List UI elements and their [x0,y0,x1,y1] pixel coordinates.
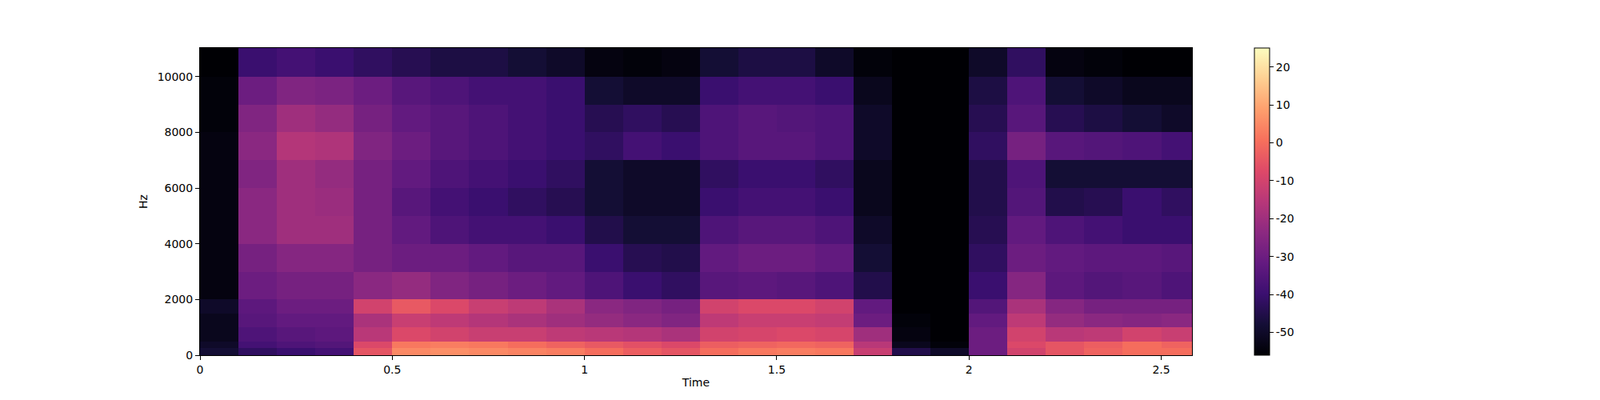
svg-text:2: 2 [965,363,973,376]
svg-text:1.5: 1.5 [768,363,786,376]
svg-text:6000: 6000 [164,181,194,195]
svg-text:0: 0 [1276,136,1284,149]
svg-text:10: 10 [1276,98,1291,112]
svg-text:8000: 8000 [164,125,194,139]
svg-text:-40: -40 [1276,288,1295,301]
svg-text:10000: 10000 [157,70,194,84]
svg-text:20: 20 [1276,60,1291,74]
svg-text:-10: -10 [1276,174,1295,188]
svg-text:2.5: 2.5 [1152,363,1170,376]
svg-text:0: 0 [185,348,193,362]
svg-text:-50: -50 [1276,325,1295,339]
svg-text:2000: 2000 [164,292,194,306]
svg-text:0.5: 0.5 [383,363,401,376]
svg-text:Time: Time [681,376,710,389]
svg-text:4000: 4000 [164,237,194,251]
svg-text:-20: -20 [1276,212,1295,225]
svg-text:-30: -30 [1276,250,1295,264]
svg-text:1: 1 [580,363,588,376]
svg-text:Hz: Hz [136,194,150,209]
svg-text:0: 0 [196,363,204,376]
